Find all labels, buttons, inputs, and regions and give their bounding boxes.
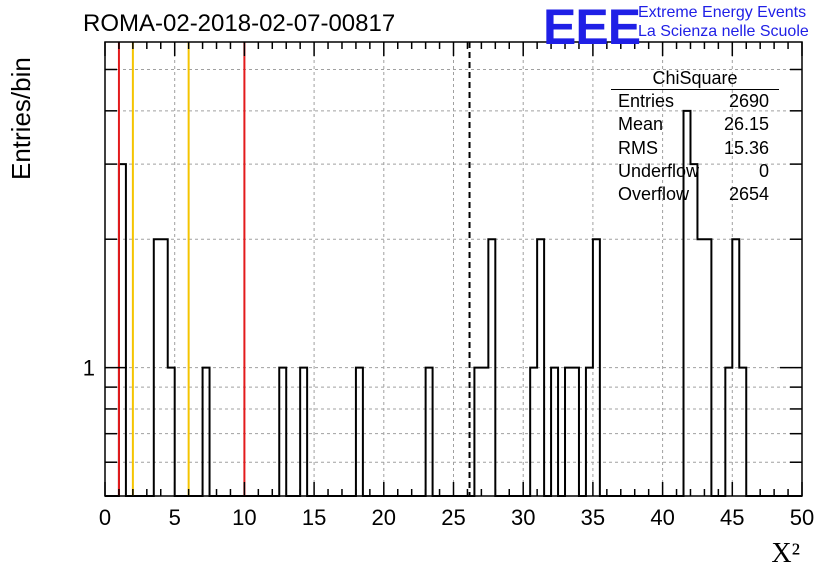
- x-tick-label: 45: [720, 505, 744, 530]
- stats-value: 0: [758, 160, 769, 181]
- x-tick-label: 0: [99, 505, 111, 530]
- histogram-bin: [168, 368, 175, 496]
- stats-row: Entries 2690: [611, 90, 779, 113]
- x-axis-label: X²: [771, 538, 800, 569]
- stats-row: Underflow 0: [611, 160, 779, 183]
- histogram-bin: [725, 368, 732, 496]
- histogram-bin: [732, 239, 739, 496]
- stats-label: Entries: [618, 91, 675, 111]
- histogram-bin: [279, 368, 286, 496]
- histogram-bin: [426, 368, 433, 496]
- histogram-bin: [551, 368, 558, 496]
- logo-line-2: La Scienza nelle Scuole: [638, 23, 809, 40]
- stats-label: Underflow: [618, 160, 700, 181]
- stats-label: Mean: [618, 114, 664, 135]
- x-tick-label: 20: [372, 505, 396, 530]
- y-axis-label: Entries/bin: [6, 57, 36, 180]
- stats-value: 15.36: [723, 137, 769, 158]
- stats-value: 26.15: [723, 114, 769, 135]
- x-tick-label: 30: [511, 505, 535, 530]
- histogram-bin: [586, 368, 593, 496]
- stats-label: RMS: [618, 137, 658, 158]
- y-tick-label: 1: [83, 356, 95, 381]
- histogram-bin: [690, 164, 697, 496]
- histogram-bin: [572, 368, 579, 496]
- y-tick-labels: 1: [83, 356, 95, 381]
- histogram-bin: [203, 368, 210, 496]
- marker-lines: [117, 42, 471, 496]
- stats-value: 2654: [728, 184, 769, 205]
- x-tick-label: 35: [581, 505, 605, 530]
- x-tick-labels: 0 5 10 15 20 25 30 35 40 45 50: [99, 505, 814, 530]
- histogram-bin: [739, 368, 746, 496]
- x-tick-label: 25: [441, 505, 465, 530]
- grid: [105, 42, 802, 496]
- histogram-bin: [488, 239, 495, 496]
- stats-box: ChiSquare Entries 2690 Mean 26.15 RMS 15…: [611, 67, 779, 206]
- histogram-bin: [154, 239, 161, 496]
- stats-row: Mean 26.15: [611, 113, 779, 136]
- x-tick-label: 15: [302, 505, 326, 530]
- run-title: ROMA-02-2018-02-07-00817: [83, 10, 396, 37]
- x-tick-label: 40: [650, 505, 674, 530]
- axis-ticks: [104, 42, 803, 496]
- stats-label: Overflow: [618, 184, 690, 205]
- stats-title: ChiSquare: [611, 67, 779, 90]
- histogram-bin: [593, 239, 600, 496]
- histogram-bin: [161, 239, 168, 496]
- histogram-bin: [474, 368, 481, 496]
- histogram-bin: [565, 368, 572, 496]
- histogram-bin: [119, 164, 126, 496]
- histogram-bin: [537, 239, 544, 496]
- x-tick-label: 50: [790, 505, 814, 530]
- histogram-bin: [704, 239, 711, 496]
- histogram-bin: [356, 368, 363, 496]
- stats-value: 2690: [728, 91, 769, 111]
- stats-row: RMS 15.36: [611, 137, 779, 160]
- histogram-bin: [300, 368, 307, 496]
- logo-line-1: Extreme Energy Events: [638, 4, 807, 21]
- logo-mark: EEE: [543, 0, 641, 55]
- x-tick-label: 5: [169, 505, 181, 530]
- x-tick-label: 10: [232, 505, 256, 530]
- histogram-bin: [697, 239, 704, 496]
- histogram-bin: [481, 368, 488, 496]
- histogram-bin: [530, 368, 537, 496]
- stats-row: Overflow 2654: [611, 183, 779, 206]
